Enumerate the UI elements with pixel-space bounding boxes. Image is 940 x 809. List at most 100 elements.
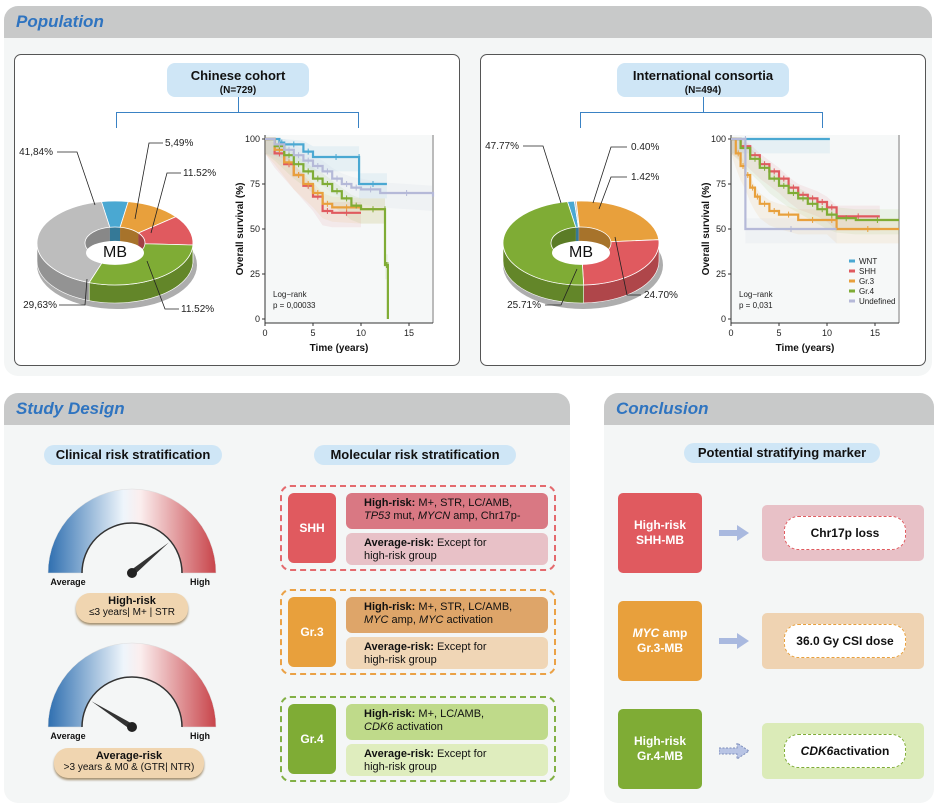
leader-line [598, 176, 627, 210]
cohort-name: International consortia [632, 68, 774, 83]
cohort-count: (N=729) [219, 85, 257, 96]
stratifying-marker-title: Potential stratifying marker [684, 443, 880, 463]
donut-inner-wall [578, 227, 580, 246]
x-axis-label: Time (years) [776, 343, 835, 354]
average-risk-text-2: high-risk group [364, 654, 437, 666]
bracket [116, 112, 359, 128]
donut-chart: MB 47.77% 0.40% 1.42% 24.70% 25.71% [485, 141, 678, 311]
cohort-title-box: Chinese cohort (N=729) [167, 63, 309, 97]
donut-slice-gr3 [575, 200, 660, 243]
conclusion-title: Conclusion [616, 399, 709, 418]
y-axis-label: Overall survival (%) [235, 183, 246, 276]
risk-gauge-high: Average High [47, 488, 217, 587]
ci-band-gr4 [265, 139, 388, 319]
study-design-section: Study Design Clinical risk stratificatio… [4, 393, 570, 803]
leader-line [59, 278, 88, 306]
leader-line [545, 268, 578, 306]
cohort-title-box: International consortia (N=494) [617, 63, 789, 97]
legend-label: WNT [859, 257, 877, 266]
group-label: Gr.3 [288, 597, 336, 667]
solid-arrow-icon [719, 525, 749, 541]
x-tick-label: 0 [728, 328, 733, 338]
high-risk-label: High-risk: [364, 708, 416, 720]
donut-center-label: MB [569, 244, 593, 261]
average-risk-criteria-pill: Average-risk >3 years & M0 & (GTR| NTR) [54, 748, 204, 778]
y-tick-label: 100 [245, 134, 260, 144]
gene-name: MYC [364, 614, 389, 626]
cohort-count: (N=494) [684, 85, 722, 96]
myc-amp-gr3-box: MYC amp Gr.3-MB [618, 601, 702, 681]
legend-label: Undefined [859, 297, 895, 306]
percentage-label: 47.77% [485, 141, 519, 152]
box-line-2: Gr.3-MB [636, 641, 683, 655]
leader-line [146, 260, 179, 310]
gr3-risk-group: Gr.3 High-risk: M+, STR, LC/AMB, MYC amp… [280, 589, 556, 675]
marker-text: activation [393, 721, 443, 733]
logrank-annotation: p = 0,031 [739, 301, 773, 310]
donut-chart: MB 41,84% 5,49% 11.52% 11.52% 29,63% [19, 138, 216, 315]
average-risk-text: Except for [436, 641, 487, 653]
marker-label: 36.0 Gy CSI dose [784, 624, 906, 658]
logrank-annotation: p = 0,00033 [273, 301, 316, 310]
high-risk-text: M+, LC/AMB, [418, 708, 485, 720]
box-line-2: SHH-MB [635, 533, 684, 547]
percentage-label: 0.40% [631, 142, 659, 153]
box-line-1: High-risk [633, 518, 686, 532]
legend-label: Gr.4 [859, 287, 875, 296]
gauge-high-label: High [190, 577, 210, 587]
y-tick-label: 50 [716, 224, 726, 234]
high-risk-label: High-risk: [364, 497, 416, 509]
donut-inner-wall [575, 227, 579, 246]
high-risk-label: High-risk: [364, 601, 416, 613]
gauge-arc [47, 488, 217, 574]
gauge-inner-rim [81, 522, 183, 574]
study-design-title: Study Design [16, 399, 125, 418]
high-risk-shh-box: High-risk SHH-MB [618, 493, 702, 573]
leader-line [57, 151, 96, 206]
leader-line [523, 145, 562, 204]
y-tick-label: 25 [716, 269, 726, 279]
conclusion-section: Conclusion Potential stratifying marker … [604, 393, 934, 803]
average-risk-text: Except for [436, 537, 487, 549]
ci-band-wnt [731, 139, 830, 154]
average-risk-text: Except for [436, 748, 487, 760]
y-tick-label: 50 [250, 224, 260, 234]
x-axis-label: Time (years) [310, 343, 369, 354]
x-tick-label: 0 [262, 328, 267, 338]
y-axis-label: Overall survival (%) [701, 183, 712, 276]
legend-label: Gr.3 [859, 277, 875, 286]
box-line-2: Gr.4-MB [636, 749, 683, 763]
high-risk-box: High-risk: M+, STR, LC/AMB, MYC amp, MYC… [346, 597, 548, 633]
high-risk-criteria-pill: High-risk ≤3 years| M+ | STR [76, 593, 188, 623]
high-risk-text: M+, STR, LC/AMB, [418, 601, 513, 613]
leader-line [614, 236, 641, 296]
x-tick-label: 5 [776, 328, 781, 338]
solid-arrow-icon [719, 633, 749, 649]
ci-band-gr3 [731, 139, 899, 244]
conclusion-header: Conclusion [604, 393, 934, 425]
gauge-needle [91, 701, 134, 730]
y-tick-label: 25 [250, 269, 260, 279]
y-tick-label: 75 [716, 179, 726, 189]
marker-box: CDK6 activation [762, 723, 924, 779]
bracket-stem [703, 97, 704, 112]
donut-center-label: MB [103, 244, 127, 261]
logrank-annotation: Log−rank [273, 290, 308, 299]
bracket [580, 112, 823, 128]
gr4-risk-group: Gr.4 High-risk: M+, LC/AMB, CDK6 activat… [280, 696, 556, 782]
leader-line [150, 172, 181, 234]
marker-box: 36.0 Gy CSI dose [762, 613, 924, 669]
leader-line [134, 142, 163, 220]
marker-box: Chr17p loss [762, 505, 924, 561]
y-tick-label: 75 [250, 179, 260, 189]
cohort-name: Chinese cohort [190, 68, 286, 83]
gauge-low-label: Average [50, 731, 85, 741]
molecular-risk-title: Molecular risk stratification [314, 445, 516, 465]
gene-name: CDK6 [364, 721, 394, 733]
marker-text: amp, Chr17p- [450, 510, 521, 522]
logrank-annotation: Log−rank [739, 290, 774, 299]
gene-name: CDK6 [800, 744, 834, 758]
gene-name: MYC [632, 626, 660, 640]
y-tick-label: 100 [711, 134, 726, 144]
ci-band-shh [731, 139, 880, 231]
